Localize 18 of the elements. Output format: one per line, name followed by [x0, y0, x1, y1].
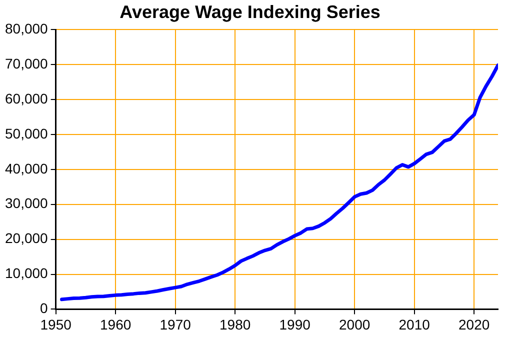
x-tick-label: 2010 [398, 316, 430, 332]
chart-title: Average Wage Indexing Series [120, 2, 380, 22]
y-tick-label: 60,000 [4, 90, 48, 106]
y-tick-label: 30,000 [4, 195, 48, 212]
y-tick-label: 80,000 [4, 20, 48, 36]
x-tick-label: 1980 [220, 316, 251, 332]
y-tick-label: 40,000 [4, 160, 48, 176]
x-tick-label: 1960 [100, 316, 132, 332]
x-tick-label: 1990 [279, 316, 311, 332]
y-tick-label: 70,000 [4, 55, 48, 72]
y-tick-label: 10,000 [4, 265, 48, 282]
y-tick-label: 0 [40, 300, 48, 316]
x-tick-label: 1950 [40, 316, 72, 332]
y-tick-label: 50,000 [4, 125, 48, 142]
x-tick-label: 2020 [458, 316, 490, 332]
x-tick-label: 2000 [339, 316, 370, 332]
y-tick-label: 20,000 [4, 230, 48, 246]
x-tick-label: 1970 [160, 316, 192, 332]
